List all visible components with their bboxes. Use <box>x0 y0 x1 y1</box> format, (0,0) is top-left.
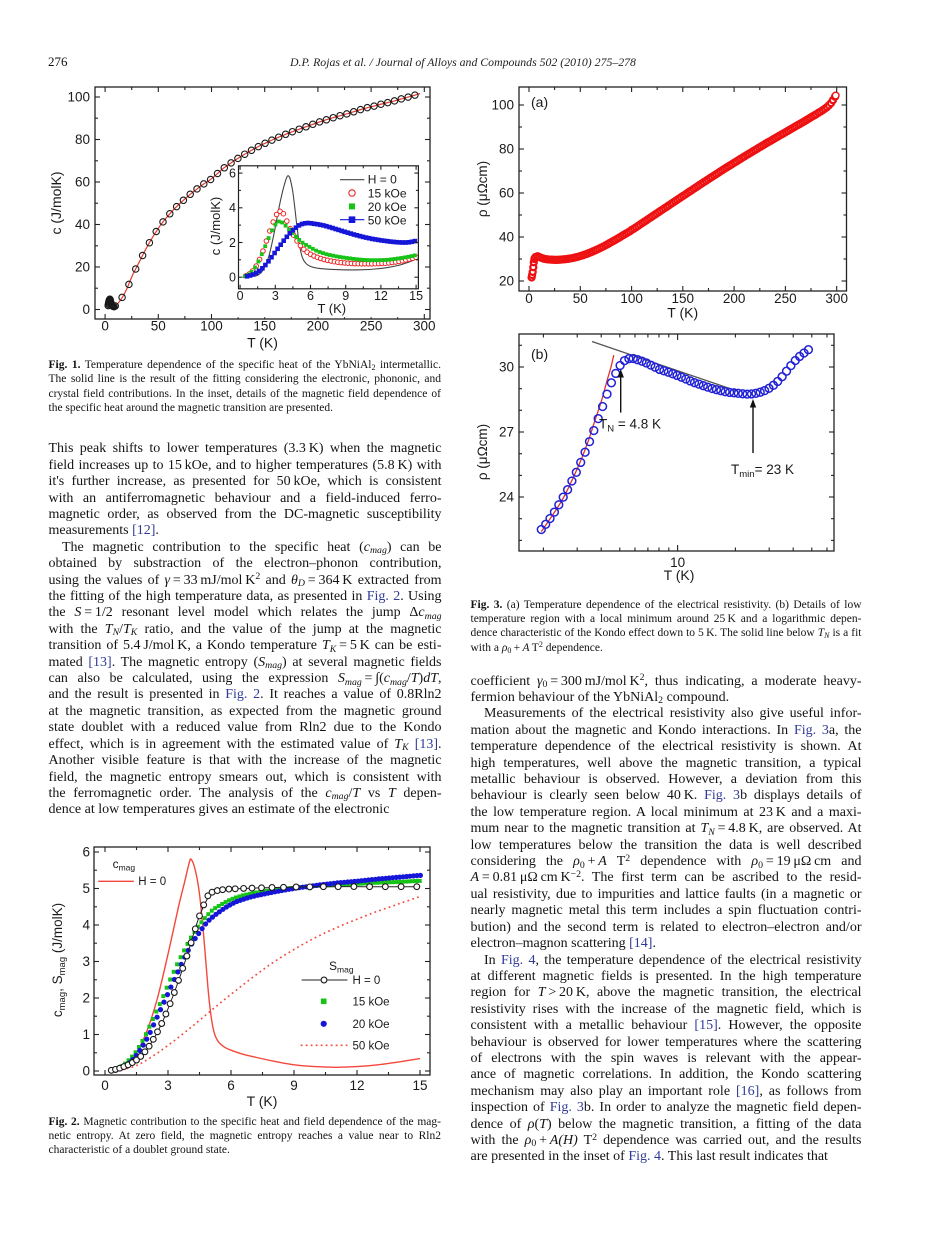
svg-text:15: 15 <box>412 1078 427 1093</box>
svg-text:40: 40 <box>499 230 514 245</box>
svg-text:80: 80 <box>499 142 514 157</box>
svg-text:12: 12 <box>374 289 388 303</box>
svg-text:H = 0: H = 0 <box>353 975 381 987</box>
svg-text:0: 0 <box>82 1064 90 1079</box>
svg-text:T (K): T (K) <box>247 1093 278 1109</box>
svg-text:T (K): T (K) <box>317 301 346 316</box>
svg-text:0: 0 <box>101 1078 109 1093</box>
svg-text:cmag: cmag <box>113 857 136 873</box>
svg-text:200: 200 <box>723 291 746 306</box>
svg-text:c (J/molK): c (J/molK) <box>208 197 223 256</box>
svg-text:40: 40 <box>75 217 90 232</box>
svg-text:1: 1 <box>82 1027 90 1042</box>
svg-text:2: 2 <box>82 991 90 1006</box>
svg-text:300: 300 <box>825 291 848 306</box>
svg-text:5: 5 <box>82 881 90 896</box>
svg-text:50: 50 <box>573 291 588 306</box>
svg-text:4: 4 <box>82 918 90 933</box>
svg-text:15: 15 <box>409 289 423 303</box>
svg-text:0: 0 <box>525 291 533 306</box>
svg-text:150: 150 <box>253 319 276 334</box>
svg-text:2: 2 <box>229 236 236 250</box>
svg-text:100: 100 <box>620 291 643 306</box>
svg-text:3: 3 <box>82 954 90 969</box>
svg-text:80: 80 <box>75 132 90 147</box>
svg-text:6: 6 <box>227 1078 235 1093</box>
svg-text:H = 0: H = 0 <box>368 173 397 187</box>
svg-text:H = 0: H = 0 <box>138 876 166 888</box>
svg-text:4: 4 <box>229 201 236 215</box>
svg-text:10: 10 <box>670 555 685 570</box>
svg-text:50: 50 <box>151 319 166 334</box>
svg-text:15 kOe: 15 kOe <box>353 996 390 1008</box>
svg-text:6: 6 <box>229 166 236 180</box>
svg-text:c (J/molK): c (J/molK) <box>48 172 64 235</box>
svg-text:0: 0 <box>237 289 244 303</box>
svg-text:TN = 4.8 K: TN = 4.8 K <box>599 417 661 435</box>
svg-text:Smag: Smag <box>329 959 354 975</box>
svg-text:Tmin= 23 K: Tmin= 23 K <box>731 462 794 480</box>
svg-text:24: 24 <box>499 490 515 505</box>
svg-text:6: 6 <box>307 289 314 303</box>
svg-text:20 kOe: 20 kOe <box>368 200 407 214</box>
svg-text:20 kOe: 20 kOe <box>353 1019 390 1031</box>
svg-text:ρ (μΩcm): ρ (μΩcm) <box>475 424 490 480</box>
svg-text:12: 12 <box>349 1078 364 1093</box>
svg-text:9: 9 <box>342 289 349 303</box>
svg-text:9: 9 <box>290 1078 298 1093</box>
svg-text:100: 100 <box>67 90 90 105</box>
svg-text:0: 0 <box>101 319 109 334</box>
svg-text:0: 0 <box>229 271 236 285</box>
svg-text:250: 250 <box>774 291 797 306</box>
svg-text:60: 60 <box>75 175 90 190</box>
svg-text:300: 300 <box>413 319 436 334</box>
svg-text:20: 20 <box>75 260 90 275</box>
svg-text:100: 100 <box>200 319 223 334</box>
svg-text:(a): (a) <box>531 94 548 110</box>
svg-text:cmag, Smag (J/molK): cmag, Smag (J/molK) <box>50 903 68 1017</box>
svg-text:60: 60 <box>499 186 514 201</box>
svg-text:50 kOe: 50 kOe <box>368 213 407 227</box>
svg-text:50 kOe: 50 kOe <box>353 1040 390 1052</box>
svg-text:250: 250 <box>360 319 383 334</box>
svg-text:30: 30 <box>499 360 514 375</box>
svg-text:(b): (b) <box>531 346 548 362</box>
svg-text:100: 100 <box>491 98 514 113</box>
svg-text:20: 20 <box>499 274 514 289</box>
svg-text:T (K): T (K) <box>664 567 695 583</box>
svg-text:3: 3 <box>164 1078 172 1093</box>
svg-text:0: 0 <box>82 302 90 317</box>
svg-text:150: 150 <box>672 291 695 306</box>
svg-text:27: 27 <box>499 425 514 440</box>
svg-text:3: 3 <box>272 289 279 303</box>
svg-text:T (K): T (K) <box>667 305 698 321</box>
svg-text:T (K): T (K) <box>247 335 278 351</box>
svg-text:ρ (μΩcm): ρ (μΩcm) <box>475 161 490 217</box>
svg-text:6: 6 <box>82 845 90 860</box>
svg-text:200: 200 <box>307 319 330 334</box>
svg-text:15 kOe: 15 kOe <box>368 187 407 201</box>
